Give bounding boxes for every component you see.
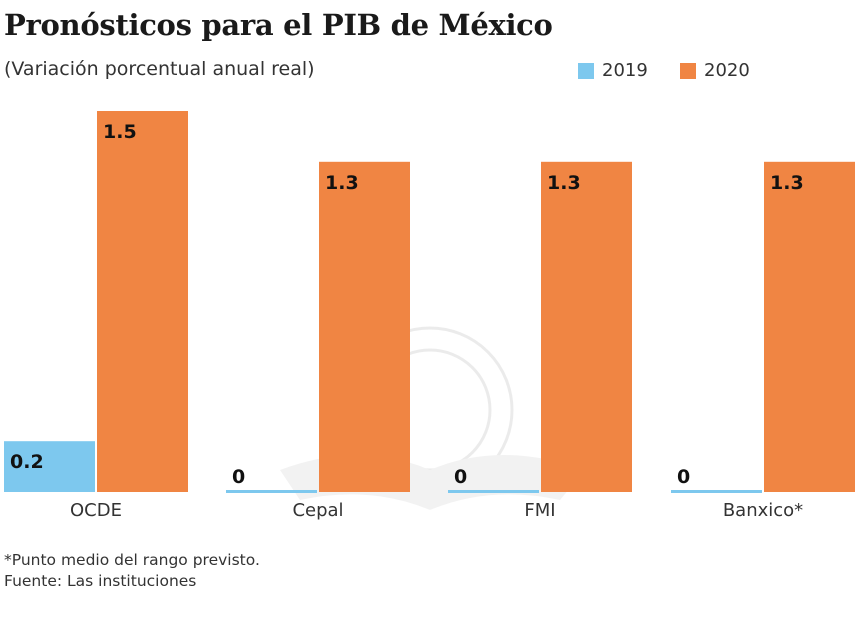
bar-ocde-2020 — [97, 111, 188, 492]
data-label-cepal-2020: 1.3 — [325, 172, 359, 194]
bar-fmi-2019 — [448, 490, 539, 493]
data-label-banxico-2019: 0 — [677, 466, 690, 488]
legend-item-2020: 2020 — [680, 60, 750, 81]
bar-banxico-2020 — [764, 161, 855, 493]
data-label-fmi-2020: 1.3 — [547, 172, 581, 194]
data-label-ocde-2020: 1.5 — [103, 121, 137, 143]
category-label-banxico: Banxico* — [723, 500, 803, 521]
category-label-ocde: OCDE — [70, 500, 122, 521]
category-label-cepal: Cepal — [292, 500, 343, 521]
category-label-fmi: FMI — [524, 500, 555, 521]
bar-fmi-2020 — [541, 161, 632, 493]
bar-cepal-2019 — [226, 490, 317, 493]
legend-swatch-2019 — [578, 62, 594, 79]
chart-notes: *Punto medio del rango previsto. Fuente:… — [4, 550, 260, 592]
bar-cepal-2020 — [319, 161, 410, 493]
source-note: Fuente: Las instituciones — [4, 572, 197, 590]
data-label-banxico-2020: 1.3 — [770, 172, 804, 194]
legend-swatch-2020 — [680, 62, 696, 79]
legend-label-2020: 2020 — [704, 60, 750, 81]
chart-subtitle: (Variación porcentual anual real) — [4, 58, 315, 80]
data-label-ocde-2019: 0.2 — [10, 451, 44, 473]
data-label-cepal-2019: 0 — [232, 466, 245, 488]
chart-title: Pronósticos para el PIB de México — [4, 8, 553, 42]
legend-label-2019: 2019 — [602, 60, 648, 81]
legend-item-2019: 2019 — [578, 60, 648, 81]
bar-ocde-2019 — [4, 441, 95, 492]
footnote: *Punto medio del rango previsto. — [4, 551, 260, 569]
data-label-fmi-2019: 0 — [454, 466, 467, 488]
bar-banxico-2019 — [671, 490, 762, 493]
